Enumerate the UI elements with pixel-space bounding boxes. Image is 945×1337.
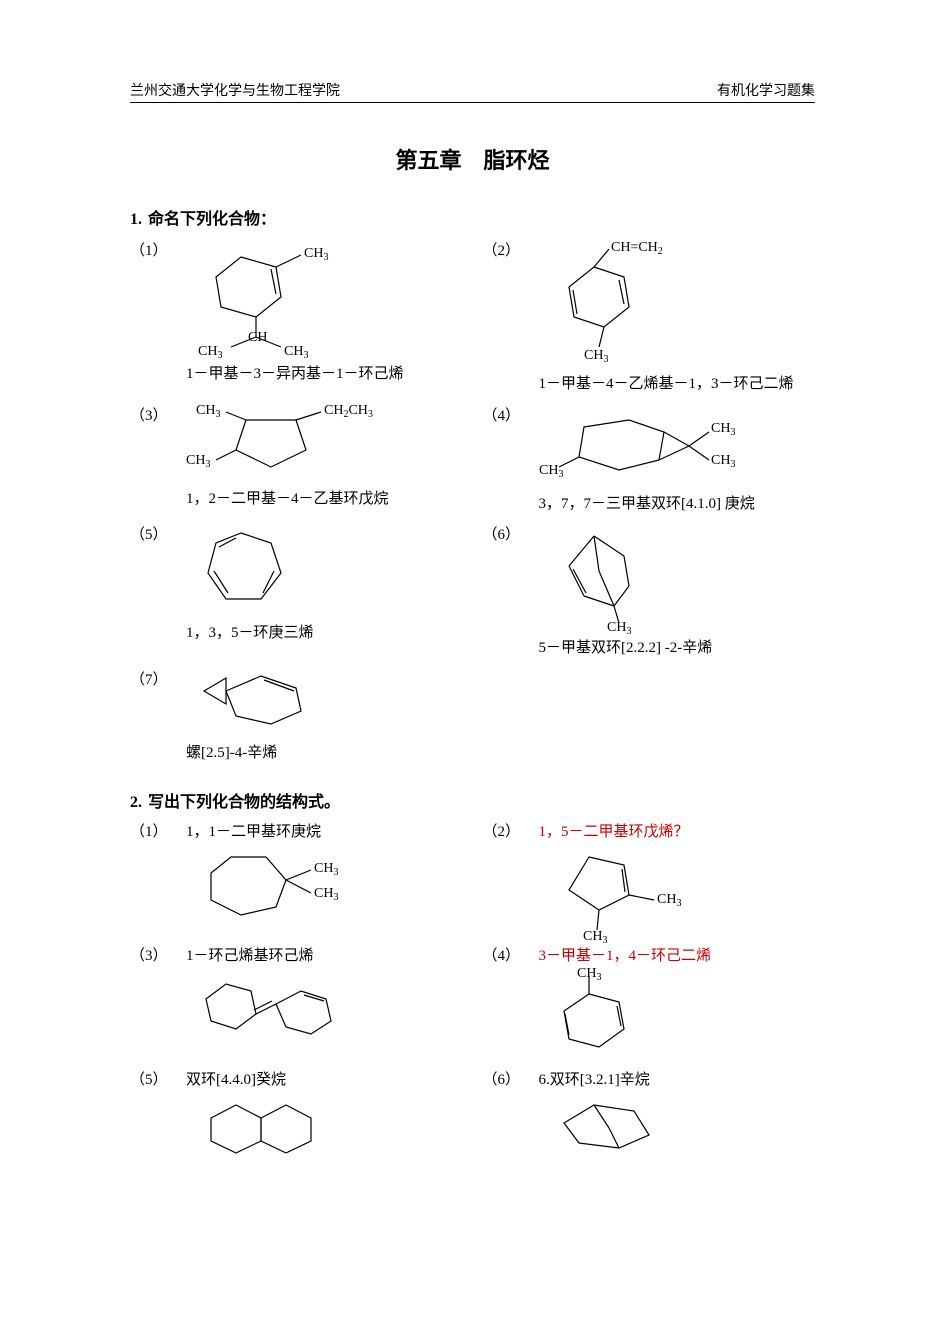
q1-item-5: （5） 1，3，5－环庚三烯 [130, 521, 463, 660]
header-right: 有机化学习题集 [717, 80, 815, 100]
svg-text:CH3: CH3 [314, 886, 338, 903]
q2-idx-1: （1） [130, 820, 186, 940]
svg-text:CH3: CH3 [198, 344, 222, 361]
q2-item-1: （1） 1，1－二甲基环庚烷 CH3 CH3 [130, 820, 463, 940]
q2-structure-5 [186, 1093, 463, 1158]
q2-structure-4: CH3 [539, 969, 816, 1064]
q2-idx-3: （3） [130, 944, 186, 1064]
q1-num: 1. [130, 211, 142, 228]
q1-item-7: （7） 螺[2.5]-4-辛烯 [130, 666, 463, 765]
q1-item-3: （3） CH3 CH3 CH2CH3 1，2－ [130, 402, 463, 516]
svg-text:CH3: CH3 [284, 344, 308, 361]
svg-text:CH=CH2: CH=CH2 [611, 240, 663, 257]
q1-idx-1: （1） [130, 237, 186, 396]
q1-idx-3: （3） [130, 402, 186, 516]
q1-structure-7 [186, 666, 463, 736]
q1-answer-1: 1－甲基－3－异丙基－1－环己烯 [186, 363, 463, 386]
q1-answer-5: 1，3，5－环庚三烯 [186, 622, 463, 645]
q2-name-2: 1，5－二甲基环戊烯？ [539, 820, 816, 841]
svg-text:CH3: CH3 [186, 453, 210, 470]
q1-structure-2: CH=CH2 CH3 [539, 237, 816, 367]
q1-structure-5 [186, 521, 463, 616]
q2-idx-4: （4） [483, 944, 539, 1064]
q2-grid: （1） 1，1－二甲基环庚烷 CH3 CH3 [130, 820, 815, 1162]
q1-item-1: （1） CH3 CH CH3 [130, 237, 463, 396]
q2-num: 2. [130, 794, 142, 811]
svg-text:CH3: CH3 [539, 463, 563, 480]
q1-item-4: （4） CH3 CH3 CH3 [483, 402, 816, 516]
q2-structure-6 [539, 1093, 816, 1158]
q2-name-6: 6.双环[3.2.1]辛烷 [539, 1068, 816, 1089]
svg-text:CH3: CH3 [196, 403, 220, 420]
q2-item-4: （4） 3－甲基－1，4－环己二烯 CH3 [483, 944, 816, 1064]
q2-name-5: 双环[4.4.0]癸烷 [186, 1068, 463, 1089]
q2-item-5: （5） 双环[4.4.0]癸烷 [130, 1068, 463, 1158]
q1-grid: （1） CH3 CH CH3 [130, 237, 815, 770]
svg-text:CH3: CH3 [607, 620, 631, 637]
q2-item-2: （2） 1，5－二甲基环戊烯？ CH3 CH3 [483, 820, 816, 940]
q2-idx-6: （6） [483, 1068, 539, 1158]
q1-idx-7: （7） [130, 666, 186, 765]
q2-heading: 2. 写出下列化合物的结构式。 [130, 788, 815, 812]
svg-text:CH3: CH3 [577, 966, 601, 983]
q1-idx-4: （4） [483, 402, 539, 516]
q2-idx-5: （5） [130, 1068, 186, 1158]
svg-text:CH3: CH3 [711, 453, 735, 470]
svg-text:CH3: CH3 [314, 861, 338, 878]
q1-structure-1: CH3 CH CH3 CH3 [186, 237, 463, 357]
q1-structure-4: CH3 CH3 CH3 [539, 402, 816, 487]
q1-answer-6: 5－甲基双环[2.2.2] -2-辛烯 [539, 637, 816, 660]
q2-item-6: （6） 6.双环[3.2.1]辛烷 [483, 1068, 816, 1158]
q2-text: 写出下列化合物的结构式。 [148, 794, 340, 811]
q1-structure-3: CH3 CH3 CH2CH3 [186, 402, 463, 482]
q1-answer-7: 螺[2.5]-4-辛烯 [186, 742, 463, 765]
q1-idx-2: （2） [483, 237, 539, 396]
q1-idx-5: （5） [130, 521, 186, 660]
q1-idx-6: （6） [483, 521, 539, 660]
q2-structure-3 [186, 969, 463, 1039]
q1-item-6: （6） [483, 521, 816, 660]
q2-structure-2: CH3 CH3 [539, 845, 816, 940]
q1-answer-2: 1－甲基－4－乙烯基－1，3－环己二烯 [539, 373, 816, 396]
q1-text: 命名下列化合物： [148, 211, 276, 228]
svg-text:CH3: CH3 [304, 246, 328, 263]
svg-text:CH3: CH3 [584, 348, 608, 365]
svg-text:CH3: CH3 [657, 892, 681, 909]
q2-name-1: 1，1－二甲基环庚烷 [186, 820, 463, 841]
q1-item-2: （2） CH=CH2 CH3 1－甲基－ [483, 237, 816, 396]
q1-answer-4: 3，7，7－三甲基双环[4.1.0] 庚烷 [539, 493, 816, 516]
svg-text:CH2CH3: CH2CH3 [324, 403, 373, 420]
page-header: 兰州交通大学化学与生物工程学院 有机化学习题集 [130, 80, 815, 103]
q2-idx-2: （2） [483, 820, 539, 940]
q2-name-4: 3－甲基－1，4－环己二烯 [539, 944, 816, 965]
q2-structure-1: CH3 CH3 [186, 845, 463, 925]
q1-heading: 1. 命名下列化合物： [130, 205, 815, 229]
chapter-title: 第五章 脂环烃 [130, 143, 815, 175]
q1-answer-3: 1，2－二甲基－4－乙基环戊烷 [186, 488, 463, 511]
header-left: 兰州交通大学化学与生物工程学院 [130, 80, 340, 100]
q1-structure-6: CH3 [539, 521, 816, 631]
q2-name-3: 1－环己烯基环己烯 [186, 944, 463, 965]
svg-text:CH: CH [248, 330, 267, 345]
q2-item-3: （3） 1－环己烯基环己烯 [130, 944, 463, 1064]
svg-text:CH3: CH3 [711, 421, 735, 438]
